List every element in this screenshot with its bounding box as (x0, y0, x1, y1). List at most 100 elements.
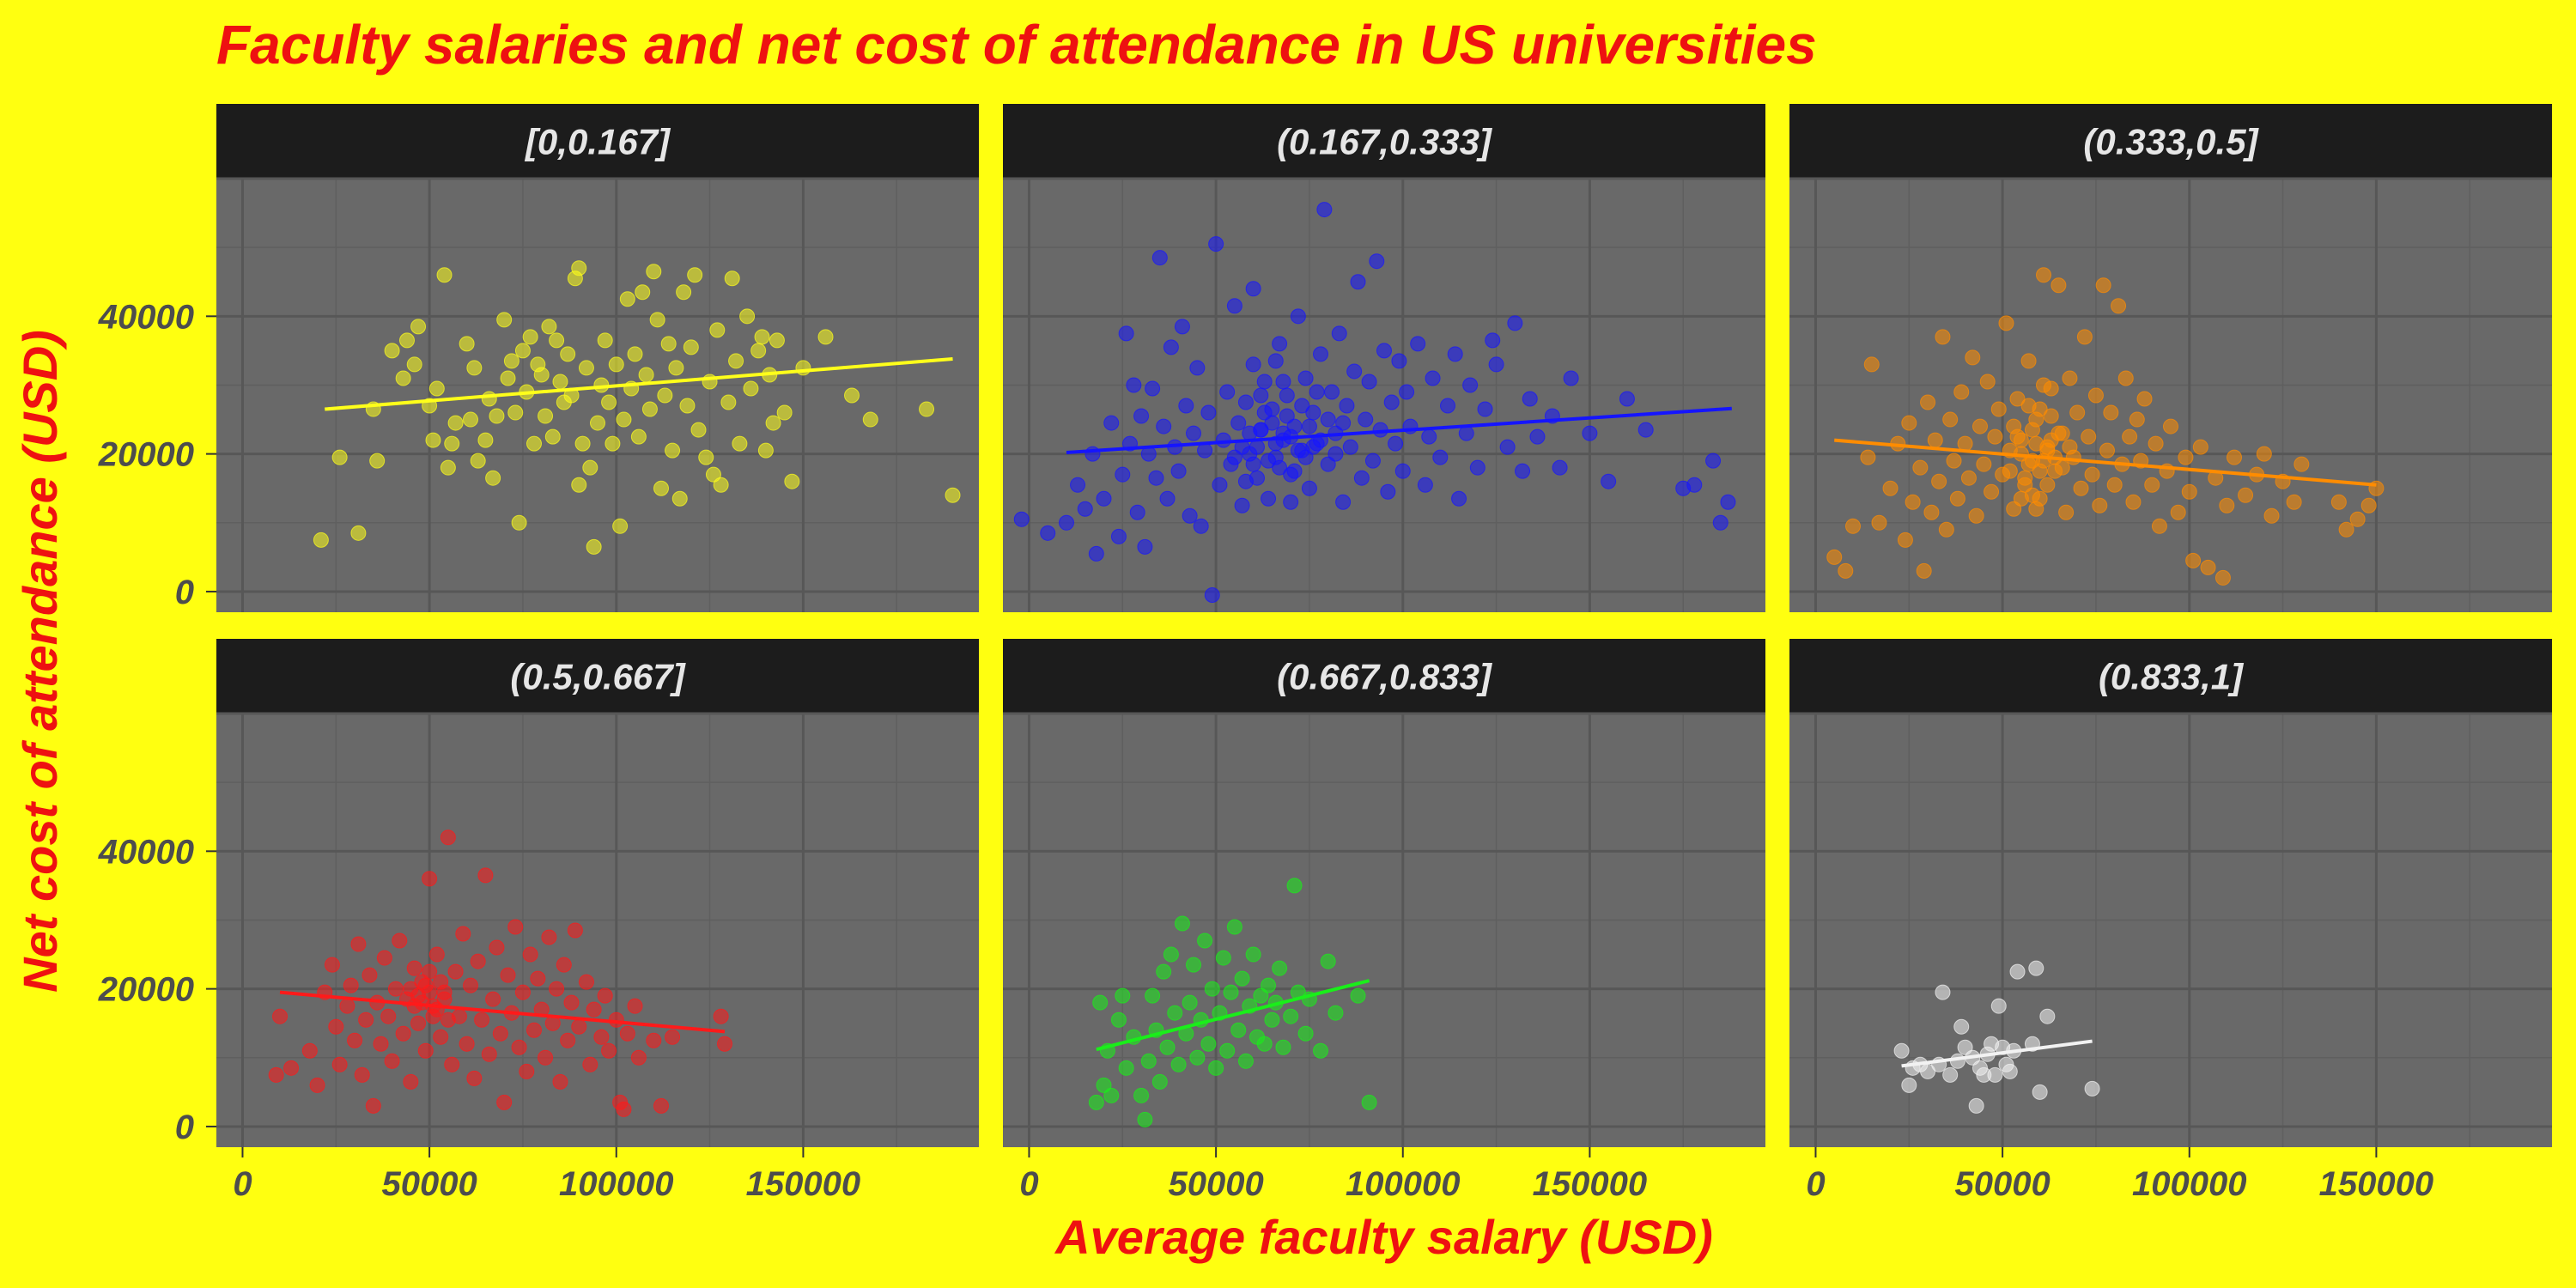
data-point (2238, 487, 2254, 503)
data-point (1582, 425, 1598, 441)
data-point (2227, 449, 2242, 465)
data-point (522, 329, 538, 345)
data-point (1237, 394, 1254, 410)
data-point (1335, 415, 1352, 431)
data-point (1324, 384, 1340, 400)
data-point (1394, 463, 1411, 479)
data-point (627, 998, 643, 1014)
data-point (1637, 422, 1654, 438)
data-point (1223, 984, 1239, 1000)
data-point (2054, 459, 2070, 476)
data-point (477, 432, 494, 448)
facet-strip (1789, 104, 2552, 179)
data-point (2092, 497, 2108, 513)
data-point (582, 1056, 598, 1072)
data-point (384, 1053, 400, 1069)
data-point (1103, 415, 1120, 431)
data-point (608, 356, 624, 373)
data-point (616, 1101, 632, 1117)
data-point (720, 394, 737, 410)
x-tick-label: 100000 (559, 1165, 673, 1203)
data-point (1151, 250, 1168, 266)
data-point (1077, 501, 1093, 517)
data-point (406, 960, 422, 976)
data-point (601, 1042, 617, 1059)
data-point (1369, 253, 1385, 270)
data-point (350, 936, 367, 952)
data-point (459, 1036, 475, 1052)
data-point (1960, 470, 1977, 486)
data-point (1256, 1036, 1273, 1052)
trend-line (279, 990, 726, 1034)
data-point (1200, 1036, 1217, 1052)
data-point (1990, 401, 2007, 417)
data-point (1193, 518, 1209, 534)
data-point (1838, 562, 1854, 579)
data-point (2058, 504, 2075, 520)
data-point (436, 267, 453, 283)
data-point (500, 370, 516, 386)
data-point (665, 442, 681, 459)
data-point (496, 1094, 513, 1110)
data-point (1845, 518, 1861, 534)
data-point (1212, 477, 1228, 493)
data-point (919, 401, 935, 417)
data-point (496, 312, 513, 328)
facet-strip-label: (0.833,1] (2099, 657, 2245, 697)
data-point (1294, 398, 1310, 414)
data-point (268, 1066, 284, 1083)
data-point (447, 963, 464, 980)
data-point (1901, 1077, 1917, 1093)
data-point (526, 435, 542, 452)
x-tick-label: 50000 (1169, 1165, 1264, 1203)
data-point (1272, 459, 1288, 476)
data-point (1515, 463, 1531, 479)
data-point (1488, 356, 1504, 373)
data-point (1261, 453, 1277, 469)
facet-strip (1003, 104, 1765, 179)
data-point (1070, 477, 1086, 493)
data-point (1167, 1005, 1183, 1021)
data-point (1916, 562, 1932, 579)
data-point (301, 1042, 318, 1059)
data-point (2084, 1080, 2100, 1097)
data-point (1301, 418, 1317, 434)
data-point (1159, 1039, 1176, 1055)
facet-strip (1789, 639, 2552, 714)
data-point (2032, 463, 2048, 479)
data-point (1226, 919, 1242, 935)
data-point (1197, 933, 1213, 949)
data-point (1186, 425, 1201, 441)
data-point (1110, 1012, 1127, 1028)
data-point (2293, 456, 2310, 472)
data-point (754, 329, 770, 345)
data-point (500, 967, 516, 983)
x-tick-label: 100000 (1346, 1165, 1460, 1203)
data-point (1529, 428, 1546, 445)
data-point (1619, 391, 1635, 407)
data-point (1145, 987, 1161, 1004)
data-point (2002, 463, 2018, 479)
data-point (757, 442, 774, 459)
data-point (1410, 336, 1426, 352)
data-point (582, 459, 598, 476)
data-point (1163, 339, 1179, 355)
data-point (541, 929, 557, 945)
data-point (1335, 494, 1352, 510)
data-point (2013, 490, 2029, 507)
data-point (313, 532, 329, 548)
data-point (481, 1046, 497, 1062)
data-point (1313, 346, 1328, 362)
data-point (1129, 504, 1145, 520)
data-point (1942, 411, 1959, 428)
data-point (1126, 377, 1142, 393)
data-point (440, 1012, 456, 1028)
data-point (2151, 518, 2167, 534)
data-point (2039, 477, 2056, 493)
data-point (2028, 960, 2044, 976)
data-point (1279, 408, 1295, 424)
facet-panel: (0.667,0.833] 0 50000 100000 150000 (1003, 639, 1765, 1203)
data-point (844, 387, 860, 404)
data-point (1447, 346, 1463, 362)
data-point (1901, 415, 1917, 431)
